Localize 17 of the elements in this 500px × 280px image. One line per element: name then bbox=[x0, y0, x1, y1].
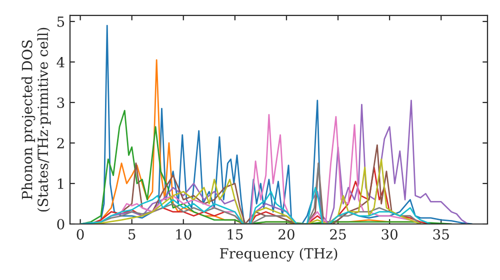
x-tick-label: 5 bbox=[128, 229, 136, 240]
y-axis-title: Phonon projected DOS (States/THz·primitive cell) bbox=[22, 28, 51, 212]
y-tick-label: 4 bbox=[56, 56, 64, 68]
x-tick-label: 0 bbox=[76, 229, 84, 240]
x-tick-label: 15 bbox=[228, 229, 243, 240]
y-tick-label: 0 bbox=[57, 218, 64, 230]
x-tick-label: 25 bbox=[330, 229, 346, 240]
x-tick-label: 30 bbox=[382, 229, 398, 240]
line-series bbox=[80, 186, 432, 224]
y-tick-label: 1 bbox=[58, 178, 64, 189]
y-tick-label: 2 bbox=[57, 138, 64, 148]
x-tick-label: 20 bbox=[278, 229, 294, 240]
x-tick-label: 35 bbox=[433, 229, 449, 240]
x-tick-label: 10 bbox=[176, 229, 192, 240]
y-tick-label: 5 bbox=[57, 16, 64, 27]
x-axis-title: Frequency (THz) bbox=[220, 248, 338, 262]
y-tick-label: 3 bbox=[57, 97, 64, 108]
